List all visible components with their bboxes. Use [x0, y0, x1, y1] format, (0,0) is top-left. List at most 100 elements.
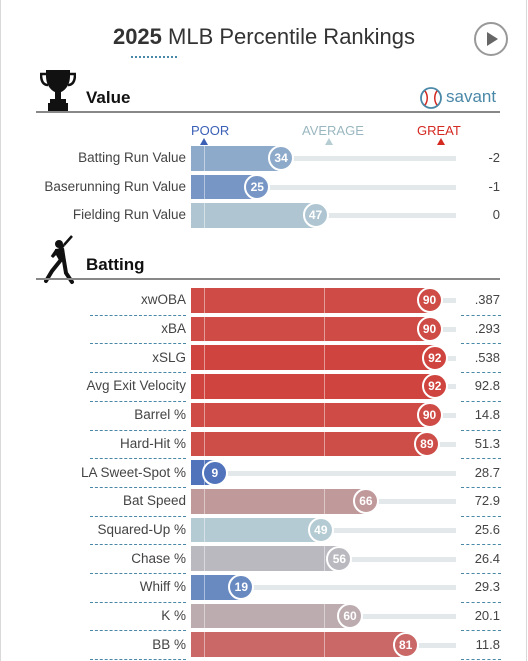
row-divider — [90, 544, 186, 546]
metric-value: .387 — [474, 292, 500, 308]
percentile-badge: 25 — [244, 173, 271, 200]
trophy-icon — [40, 70, 76, 112]
metric-label: Avg Exit Velocity — [86, 378, 186, 394]
section-divider-batting — [36, 278, 500, 280]
percentile-badge: 47 — [302, 202, 329, 229]
reference-line — [443, 604, 444, 629]
metric-value: .538 — [474, 349, 500, 365]
savant-logo-text[interactable]: savant — [446, 87, 497, 106]
percentile-bar[interactable] — [191, 402, 430, 428]
percentile-badge: 90 — [416, 316, 443, 343]
value-divider — [461, 630, 501, 632]
reference-line — [323, 546, 325, 571]
title-year: 2025 — [112, 24, 162, 49]
reference-line — [443, 575, 444, 600]
percentile-badge: 81 — [392, 631, 419, 658]
poor-arrow-icon — [200, 138, 208, 145]
reference-line — [324, 175, 325, 200]
row-divider — [90, 343, 186, 345]
reference-line — [443, 518, 444, 543]
percentile-badge: 49 — [307, 516, 334, 543]
reference-line — [443, 288, 444, 313]
metric-label: BB % — [152, 636, 186, 652]
percentile-bar[interactable] — [191, 316, 430, 342]
percentile-bar[interactable] — [191, 345, 435, 371]
scale-label-poor: POOR — [191, 123, 230, 138]
value-divider — [461, 314, 501, 316]
row-divider — [90, 573, 186, 574]
reference-line — [204, 517, 206, 543]
reference-line — [204, 374, 206, 399]
value-divider — [461, 515, 501, 517]
percentile-bar[interactable] — [191, 374, 435, 399]
metric-label: xSLG — [152, 349, 186, 365]
metric-label: Bat Speed — [122, 493, 186, 509]
reference-line — [443, 632, 444, 657]
metric-value: 29.3 — [474, 579, 500, 595]
play-icon — [487, 32, 498, 46]
scale-label-average: AVERAGE — [302, 123, 364, 138]
value-divider — [461, 573, 501, 574]
reference-line — [443, 403, 444, 428]
percentile-bar[interactable] — [191, 603, 350, 629]
baseball-icon — [420, 87, 442, 109]
metric-label: Whiff % — [139, 579, 186, 595]
metric-value: 11.8 — [475, 636, 500, 652]
title-underline — [131, 56, 177, 58]
value-divider — [461, 486, 501, 488]
reference-line — [443, 175, 444, 200]
reference-line — [204, 603, 206, 629]
metric-value: 26.4 — [474, 550, 500, 566]
scale-label-great: GREAT — [417, 123, 461, 138]
average-arrow-icon — [325, 138, 333, 145]
percentile-badge: 56 — [326, 545, 353, 572]
percentile-badge: 90 — [416, 402, 443, 429]
percentile-bar[interactable] — [191, 488, 366, 514]
reference-line — [204, 174, 206, 199]
metric-label: K % — [161, 608, 186, 624]
reference-line — [323, 345, 325, 371]
metric-label: Chase % — [131, 550, 186, 566]
row-divider — [90, 372, 186, 374]
percentile-bar[interactable] — [191, 288, 430, 313]
reference-line — [443, 489, 444, 514]
reference-line — [204, 203, 206, 228]
play-button[interactable] — [474, 22, 508, 56]
reference-line — [204, 288, 206, 313]
metric-value: 20.1 — [474, 608, 500, 624]
row-divider — [90, 400, 186, 402]
reference-line — [204, 431, 206, 457]
reference-line — [443, 317, 444, 342]
metric-value: 51.3 — [474, 435, 500, 451]
percentile-bar[interactable] — [191, 431, 427, 457]
value-divider — [461, 601, 501, 603]
row-divider — [90, 601, 186, 603]
row-divider — [90, 486, 186, 488]
percentile-bar[interactable] — [191, 632, 406, 658]
row-divider — [90, 314, 186, 316]
percentile-bar[interactable] — [191, 203, 316, 228]
reference-line — [323, 632, 325, 658]
reference-line — [204, 316, 206, 342]
reference-line — [204, 575, 206, 600]
percentile-bar[interactable] — [191, 517, 321, 543]
reference-line — [443, 432, 444, 457]
metric-label: Baserunning Run Value — [44, 178, 186, 194]
reference-line — [323, 431, 325, 457]
percentile-badge: 89 — [413, 430, 440, 457]
reference-line — [323, 488, 325, 514]
reference-line — [204, 546, 206, 571]
metric-value: 72.9 — [474, 493, 500, 509]
metric-value: -2 — [488, 150, 500, 166]
percentile-bar[interactable] — [191, 546, 340, 571]
reference-line — [204, 146, 206, 171]
reference-line — [324, 146, 325, 171]
reference-line — [443, 460, 444, 485]
batter-icon — [44, 235, 74, 284]
percentile-bar[interactable] — [191, 146, 282, 171]
metric-label: xwOBA — [140, 292, 186, 308]
metric-value: 25.6 — [474, 521, 500, 537]
metric-value: -1 — [488, 178, 500, 194]
metric-value: 92.8 — [474, 378, 500, 394]
percentile-badge: 92 — [421, 373, 448, 400]
